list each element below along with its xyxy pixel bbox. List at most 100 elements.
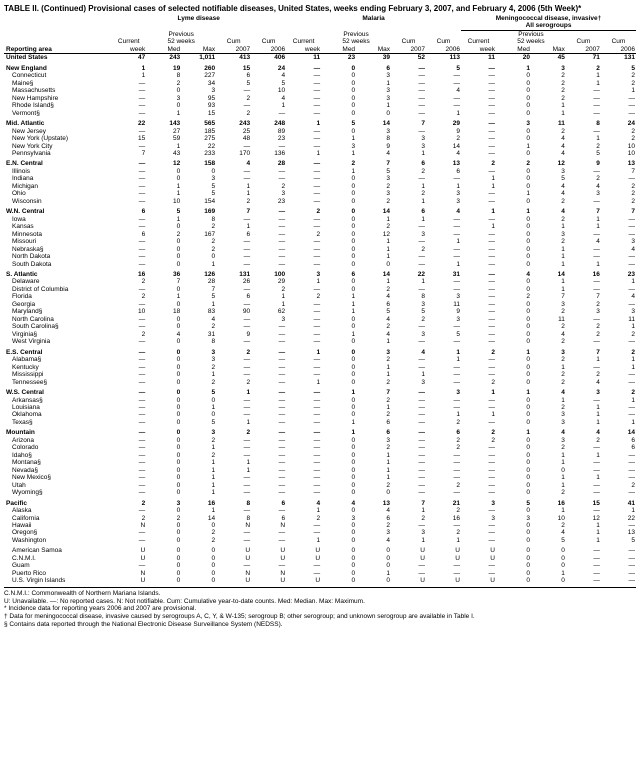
cell: — bbox=[566, 231, 601, 238]
cell: — bbox=[426, 95, 461, 102]
cell: 0 bbox=[146, 397, 181, 404]
cell: 2 bbox=[566, 143, 601, 150]
cell: 2 bbox=[181, 223, 216, 230]
cell: — bbox=[216, 356, 251, 363]
row-label: Wyoming§ bbox=[4, 489, 111, 496]
cell: 11 bbox=[531, 120, 566, 127]
cell: 1 bbox=[566, 216, 601, 223]
cell: 0 bbox=[496, 338, 531, 345]
cell: 1 bbox=[531, 474, 566, 481]
cell: — bbox=[391, 261, 426, 268]
cell: 12 bbox=[566, 515, 601, 522]
row-label: South Dakota bbox=[4, 261, 111, 268]
cell: 136 bbox=[251, 150, 286, 157]
col-13: Max bbox=[531, 46, 566, 54]
hdr-cum-3a: Cum bbox=[566, 38, 601, 45]
table-row: North Dakota—00———01———01—— bbox=[4, 253, 636, 260]
cell: U bbox=[286, 555, 321, 562]
cell: 0 bbox=[321, 316, 356, 323]
data-table: Lyme disease Malaria Meningococcal disea… bbox=[4, 15, 636, 585]
cell: 23 bbox=[251, 198, 286, 205]
cell: 0 bbox=[496, 216, 531, 223]
hdr-cum-3b: Cum bbox=[601, 38, 636, 45]
cell: 1 bbox=[566, 135, 601, 142]
cell: 6 bbox=[426, 429, 461, 436]
cell: 6 bbox=[356, 301, 391, 308]
cell: 23 bbox=[251, 135, 286, 142]
cell: — bbox=[251, 429, 286, 436]
cell: 3 bbox=[391, 529, 426, 536]
cell: — bbox=[111, 175, 146, 182]
cell: — bbox=[216, 168, 251, 175]
table-row: Missouri—02———01—1—0243 bbox=[4, 238, 636, 245]
cell: 5 bbox=[426, 65, 461, 72]
cell: — bbox=[216, 301, 251, 308]
cell: — bbox=[286, 261, 321, 268]
footnote-line: † Data for meningococcal disease, invasi… bbox=[4, 613, 636, 621]
row-label: Nebraska§ bbox=[4, 246, 111, 253]
cell: — bbox=[391, 489, 426, 496]
cell: 16 bbox=[111, 271, 146, 278]
cell: 2 bbox=[531, 95, 566, 102]
cell: 2 bbox=[461, 437, 496, 444]
cell: — bbox=[216, 482, 251, 489]
table-row: Georgia—01—1—16311—032— bbox=[4, 301, 636, 308]
cell: — bbox=[601, 467, 636, 474]
table-row: Maine§—23455—01———0212 bbox=[4, 80, 636, 87]
cell: 1 bbox=[601, 507, 636, 514]
cell: — bbox=[426, 175, 461, 182]
cell: 1 bbox=[181, 371, 216, 378]
cell: 34 bbox=[181, 80, 216, 87]
cell: 9 bbox=[426, 308, 461, 315]
cell: — bbox=[216, 323, 251, 330]
row-label: Guam bbox=[4, 562, 111, 569]
cell: 0 bbox=[146, 253, 181, 260]
cell: U bbox=[286, 547, 321, 554]
cell: 2 bbox=[391, 190, 426, 197]
cell: 31 bbox=[426, 271, 461, 278]
table-row: Oklahoma—00———02—11031— bbox=[4, 411, 636, 418]
table-row: Nebraska§—02———012——01—4 bbox=[4, 246, 636, 253]
cell: — bbox=[601, 175, 636, 182]
cell: 1 bbox=[321, 293, 356, 300]
table-row: South Carolina§—02———02———0221 bbox=[4, 323, 636, 330]
cell: 13 bbox=[426, 160, 461, 167]
cell: 2 bbox=[356, 411, 391, 418]
cell: 12 bbox=[146, 160, 181, 167]
cell: 14 bbox=[356, 208, 391, 215]
cell: 0 bbox=[496, 253, 531, 260]
cell: 4 bbox=[531, 150, 566, 157]
row-label: Delaware bbox=[4, 278, 111, 285]
cell: 23 bbox=[601, 271, 636, 278]
cell: 0 bbox=[496, 379, 531, 386]
cell: — bbox=[286, 338, 321, 345]
cell: — bbox=[566, 459, 601, 466]
cell: — bbox=[601, 102, 636, 109]
cell: — bbox=[461, 216, 496, 223]
cell: — bbox=[426, 72, 461, 79]
cell: 3 bbox=[356, 437, 391, 444]
table-row: Maryland§1018839062—1559—0233 bbox=[4, 308, 636, 315]
cell: — bbox=[286, 301, 321, 308]
cell: 6 bbox=[356, 419, 391, 426]
cell: 3 bbox=[531, 231, 566, 238]
cell: — bbox=[251, 331, 286, 338]
row-label: Nevada§ bbox=[4, 467, 111, 474]
cell: 1 bbox=[566, 261, 601, 268]
cell: 0 bbox=[496, 246, 531, 253]
cell: 3 bbox=[391, 379, 426, 386]
cell: 0 bbox=[321, 507, 356, 514]
cell: 0 bbox=[496, 331, 531, 338]
cell: 1 bbox=[356, 364, 391, 371]
cell: 0 bbox=[496, 323, 531, 330]
cell: — bbox=[251, 474, 286, 481]
row-label: Virginia§ bbox=[4, 331, 111, 338]
cell: 0 bbox=[356, 489, 391, 496]
cell: 0 bbox=[181, 577, 216, 584]
cell: — bbox=[426, 371, 461, 378]
cell: 4 bbox=[356, 150, 391, 157]
cell: 0 bbox=[496, 522, 531, 529]
cell: 2 bbox=[286, 231, 321, 238]
cell: — bbox=[601, 371, 636, 378]
footnote-line: C.N.M.I.: Commonwealth of Northern Maria… bbox=[4, 590, 636, 598]
